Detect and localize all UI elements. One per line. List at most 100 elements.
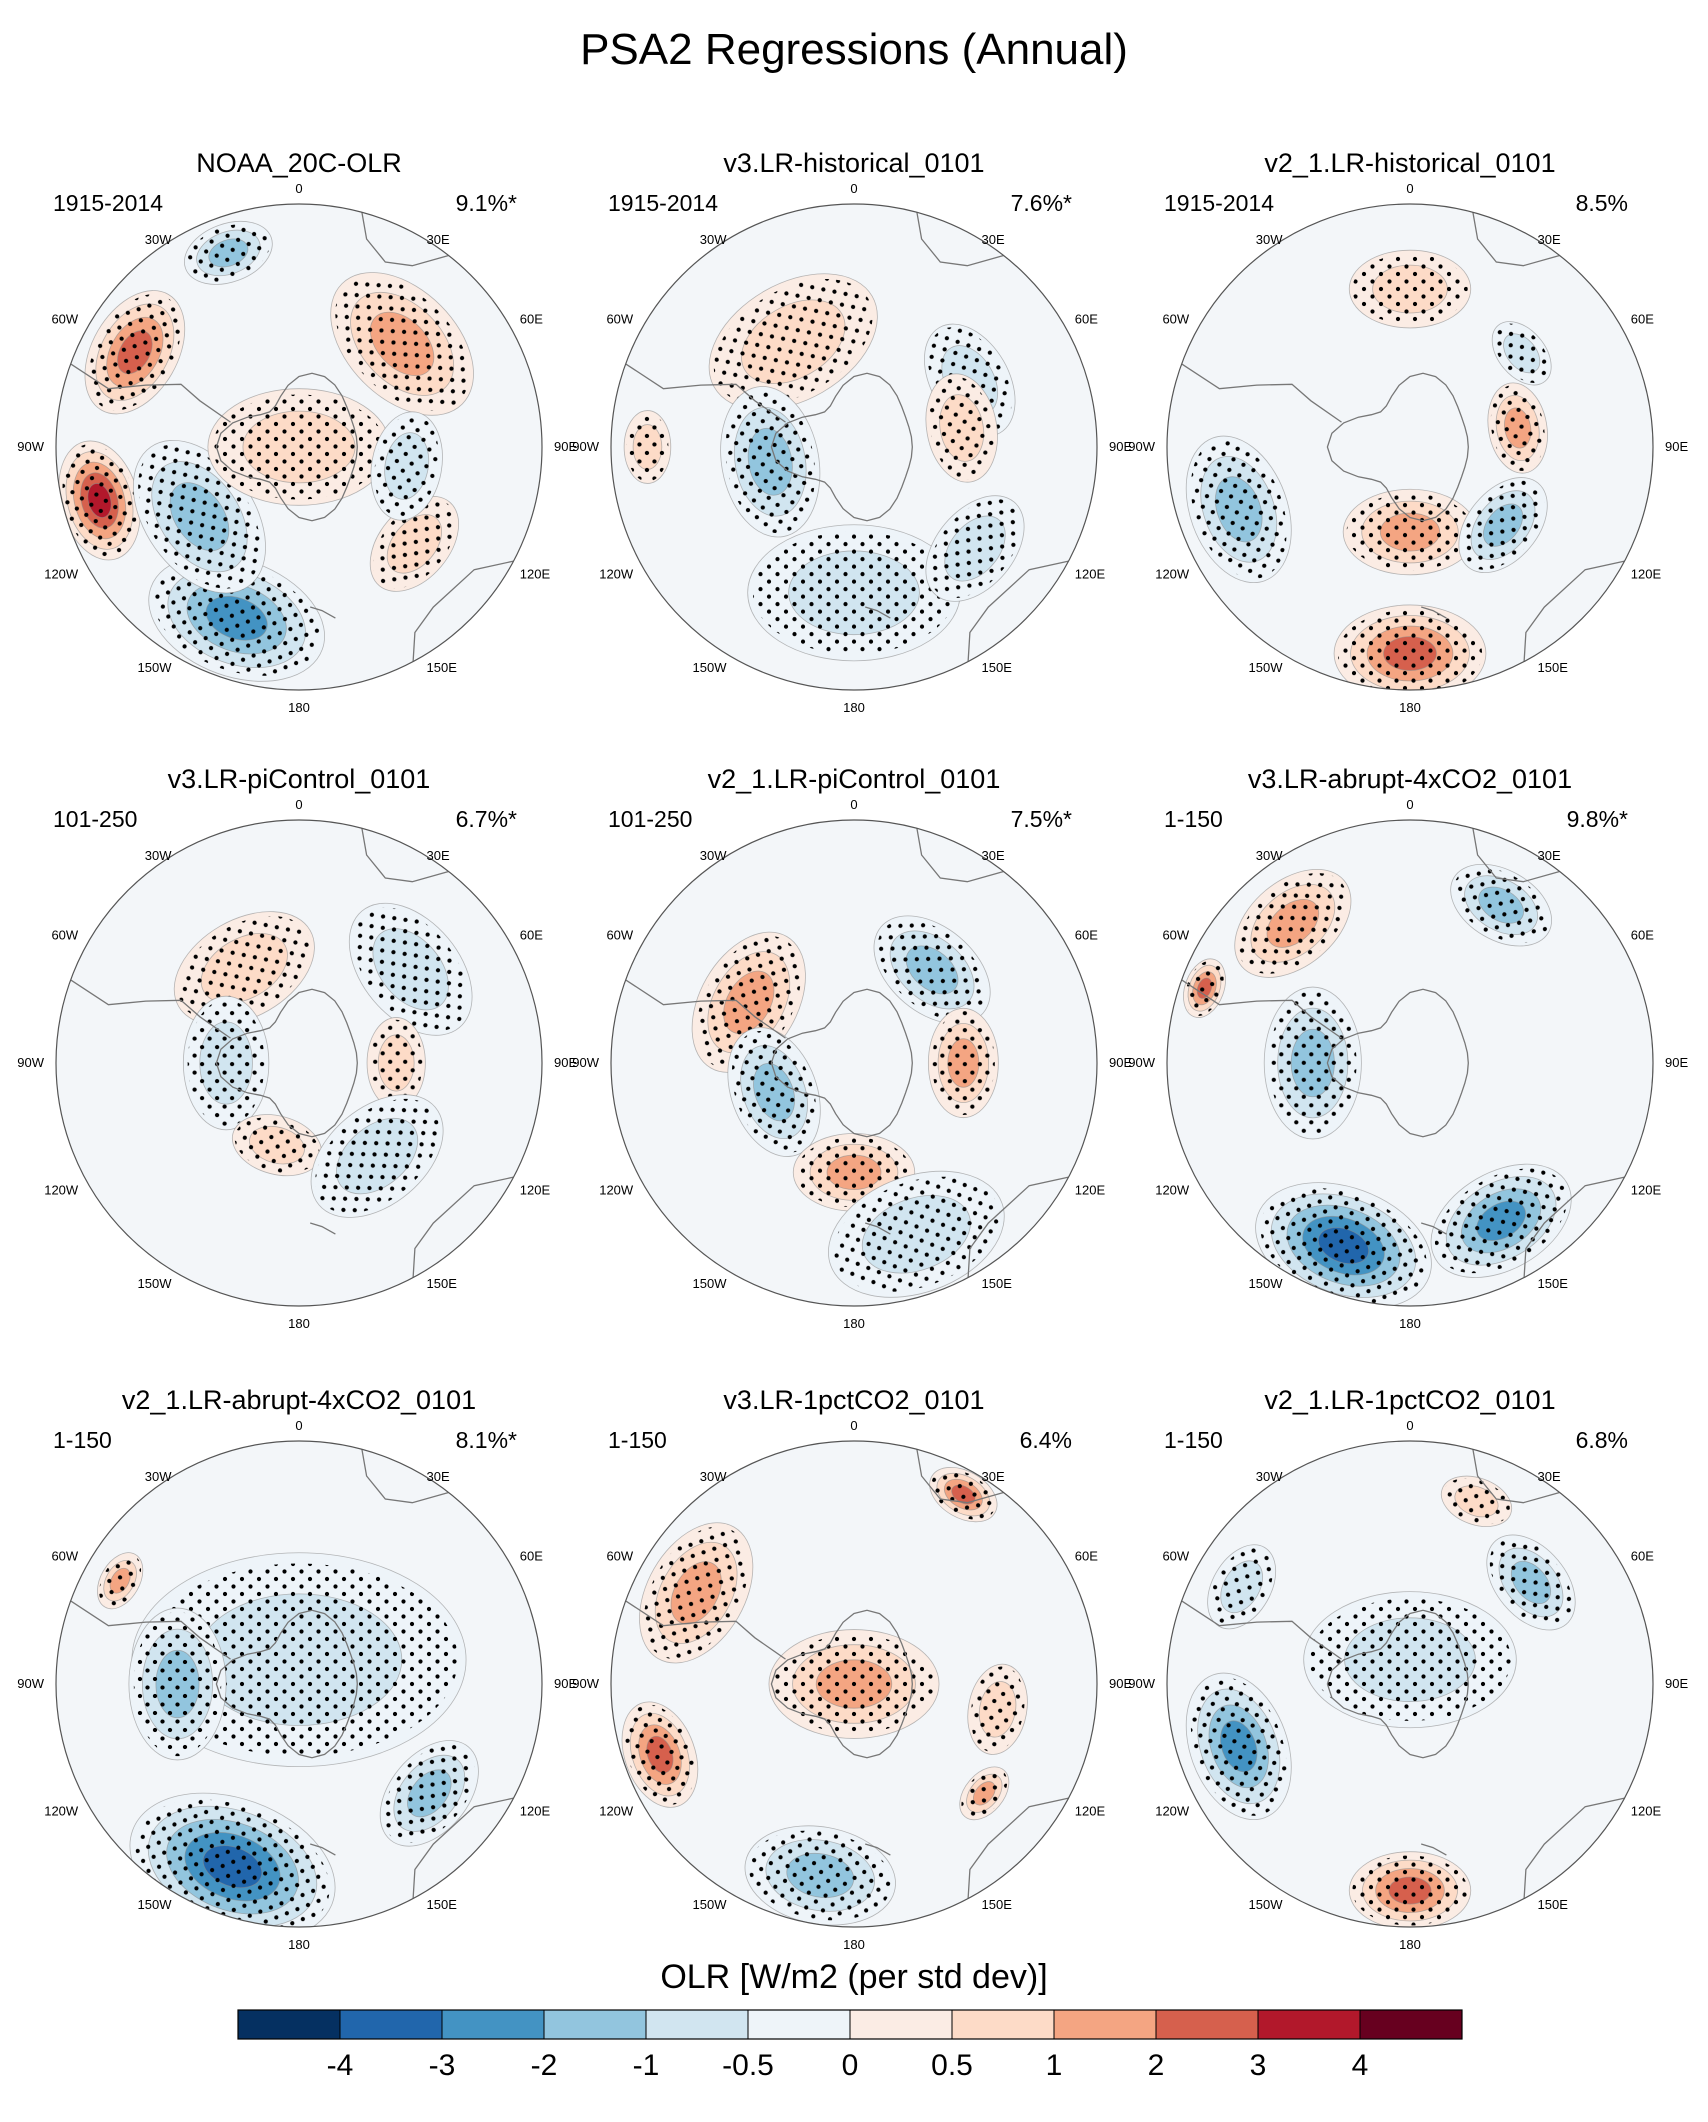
map-panel: v2_1.LR-1pctCO2_0101 1-150 6.8% 0 30E 60E 90E 1… [1128, 1385, 1688, 1952]
significance-stipple [1443, 1478, 1510, 1525]
longitude-label: 180 [288, 700, 310, 715]
longitude-label: 60W [606, 1549, 633, 1564]
significance-stipple [373, 499, 456, 589]
colorbar-tick-label: 0 [842, 2049, 859, 2082]
coastlines [625, 828, 1069, 1278]
anomaly-region [173, 911, 315, 1026]
australia-outline [412, 560, 514, 662]
anomaly-region [1440, 1475, 1513, 1527]
south-america-outline [70, 979, 231, 1039]
longitude-label: 60E [1631, 312, 1654, 327]
longitude-label: 60W [1162, 928, 1189, 943]
new-zealand-outline [1421, 1843, 1447, 1856]
anomaly-region [1487, 382, 1548, 474]
map-panel: v2_1.LR-historical_0101 1915-2014 8.5% 0 30E… [1128, 148, 1688, 715]
significance-stipple [1337, 609, 1483, 690]
map-background [1167, 204, 1653, 690]
longitude-label: 150E [1538, 1897, 1569, 1912]
anomaly-region [744, 1825, 896, 1926]
longitude-label: 30W [145, 232, 172, 247]
anomaly-region [369, 495, 460, 592]
antarctica-outline [1326, 1609, 1469, 1759]
significance-stipple [234, 1117, 320, 1173]
longitude-label: 0 [295, 181, 302, 196]
longitude-label: 60E [520, 928, 543, 943]
south-america-outline [70, 363, 231, 423]
longitude-label: 30W [700, 232, 727, 247]
anomaly-region [207, 388, 391, 506]
longitude-label: 30E [1538, 232, 1561, 247]
longitude-label: 30E [982, 232, 1005, 247]
anomaly-region [959, 1766, 1010, 1821]
antarctica-outline [215, 372, 358, 522]
anomaly-region [231, 1114, 323, 1177]
africa-outline [916, 212, 1004, 267]
panel-title: v2_1.LR-abrupt-4xCO2_0101 [122, 1385, 476, 1415]
longitude-label: 30E [1538, 1469, 1561, 1484]
longitude-label: 60E [1631, 1549, 1654, 1564]
longitude-label: 60E [520, 312, 543, 327]
longitude-label: 150W [693, 660, 728, 675]
significance-stipple [748, 1830, 892, 1921]
panel-variance: 8.5% [1576, 190, 1628, 216]
significance-stipple [1260, 1188, 1427, 1304]
colorbar-tick-label: -4 [327, 2049, 354, 2082]
anomaly-region [1486, 1534, 1576, 1631]
longitude-label: 150E [982, 1276, 1013, 1291]
australia-outline [412, 1797, 514, 1899]
significance-stipple [374, 414, 439, 518]
africa-outline [916, 1449, 1004, 1504]
colorbar-swatch [646, 2010, 749, 2039]
anomaly-region [348, 902, 473, 1036]
anomaly-region [330, 272, 474, 416]
colorbar-swatch [238, 2010, 341, 2039]
panel-grid: NOAA_20C-OLR 1915-2014 9.1%* 0 30E 60E 90E 120E… [17, 148, 1688, 1952]
africa-outline [1472, 212, 1560, 267]
new-zealand-outline [310, 1222, 336, 1235]
significance-stipple [1190, 1676, 1287, 1816]
longitude-label: 150E [427, 660, 458, 675]
longitude-label: 180 [843, 1316, 865, 1331]
significance-stipple [1453, 867, 1549, 943]
longitude-label: 120E [1631, 1804, 1662, 1819]
map-field [1167, 204, 1653, 690]
significance-stipple [1210, 1547, 1274, 1627]
map-field [1167, 1441, 1653, 1927]
new-zealand-outline [865, 1843, 891, 1856]
longitude-label: 120E [520, 1804, 551, 1819]
significance-stipple [931, 1011, 995, 1115]
anomaly-region [1303, 1591, 1517, 1729]
longitude-label: 150E [982, 1897, 1013, 1912]
longitude-label: 60E [520, 1549, 543, 1564]
significance-stipple [133, 1611, 222, 1757]
significance-stipple [88, 293, 181, 411]
new-zealand-outline [310, 606, 336, 619]
longitude-label: 120W [44, 1804, 79, 1819]
longitude-label: 0 [850, 1418, 857, 1433]
anomaly-region [148, 554, 325, 682]
panel-title: v3.LR-1pctCO2_0101 [723, 1385, 984, 1415]
significance-stipple [929, 498, 1021, 599]
longitude-label: 30W [700, 1469, 727, 1484]
panel-period: 1-150 [1164, 806, 1223, 832]
longitude-label: 150W [1249, 1276, 1284, 1291]
anomaly-region [747, 524, 961, 662]
new-zealand-outline [865, 1222, 891, 1235]
australia-outline [1523, 1176, 1625, 1278]
map-panel: NOAA_20C-OLR 1915-2014 9.1%* 0 30E 60E 90E 120E… [17, 148, 577, 715]
panel-variance: 9.1%* [456, 190, 517, 216]
anomaly-region [925, 495, 1025, 602]
panel-title: v3.LR-piControl_0101 [168, 764, 431, 794]
panel-period: 1-150 [608, 1427, 667, 1453]
significance-stipple [1352, 1855, 1468, 1926]
longitude-label: 0 [295, 1418, 302, 1433]
map-field [611, 204, 1097, 690]
panel-variance: 9.8%* [1567, 806, 1628, 832]
longitude-label: 30W [145, 1469, 172, 1484]
significance-stipple [1489, 1537, 1573, 1628]
africa-outline [916, 828, 1004, 883]
panel-variance: 7.6%* [1011, 190, 1072, 216]
anomaly-region [58, 440, 141, 561]
longitude-label: 90E [1665, 1676, 1688, 1691]
longitude-label: 180 [843, 700, 865, 715]
